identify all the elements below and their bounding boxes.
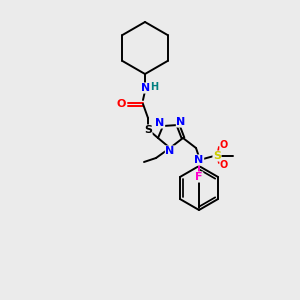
Text: O: O <box>220 160 228 170</box>
Text: H: H <box>150 82 158 92</box>
Text: N: N <box>155 118 165 128</box>
Text: N: N <box>176 117 186 127</box>
Text: N: N <box>194 155 204 165</box>
Text: F: F <box>195 172 203 182</box>
Text: O: O <box>116 99 126 109</box>
Text: N: N <box>165 146 175 156</box>
Text: S: S <box>213 151 221 161</box>
Text: N: N <box>141 83 151 93</box>
Text: O: O <box>220 140 228 150</box>
Text: S: S <box>144 125 152 135</box>
